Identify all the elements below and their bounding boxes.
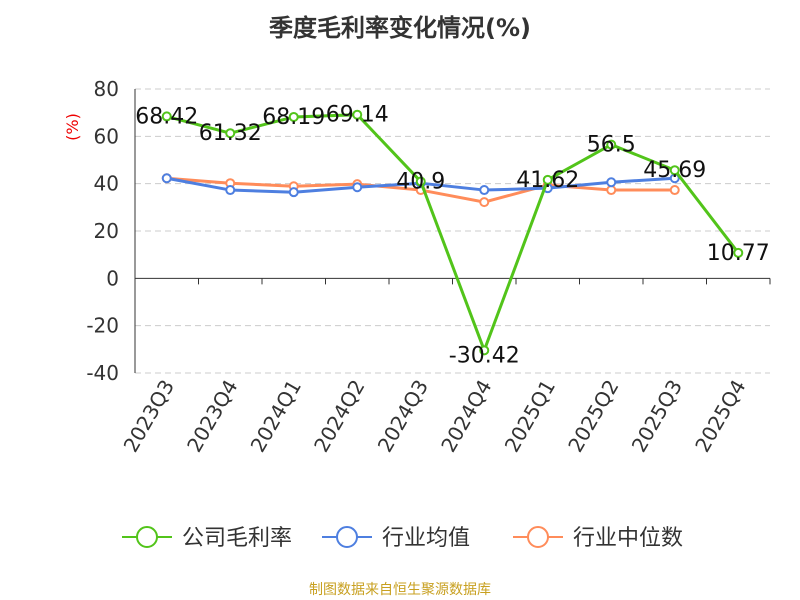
- data-point: [161, 111, 172, 122]
- legend-marker: [136, 526, 158, 548]
- data-label: 10.77: [707, 241, 770, 266]
- y-tick-label: 0: [106, 266, 119, 290]
- x-tick-label: 2025Q2: [563, 376, 623, 457]
- data-point: [669, 185, 680, 196]
- series-line-0: [166, 113, 740, 355]
- data-point: [288, 187, 299, 198]
- data-point: [352, 109, 363, 120]
- x-tick-label: 2025Q3: [627, 376, 687, 457]
- y-axis-label: (%): [63, 113, 82, 141]
- data-point: [669, 165, 680, 176]
- data-point: [479, 185, 490, 196]
- data-point: [415, 176, 426, 187]
- x-tick-label: 2025Q1: [500, 376, 560, 457]
- data-label: 69.14: [326, 103, 389, 128]
- x-tick-label: 2024Q1: [246, 376, 306, 457]
- data-label: -30.42: [449, 343, 520, 368]
- x-tick-label: 2024Q4: [436, 376, 496, 457]
- y-tick-label: -40: [86, 361, 119, 385]
- legend-label: 公司毛利率: [182, 526, 292, 551]
- data-point: [479, 197, 490, 208]
- x-tick-label: 2023Q4: [182, 376, 242, 457]
- data-point: [225, 128, 236, 139]
- data-label: 68.19: [262, 105, 325, 130]
- data-label: 40.9: [396, 170, 445, 195]
- data-label: 45.69: [643, 158, 706, 183]
- data-point: [542, 174, 553, 185]
- data-point: [288, 111, 299, 122]
- y-tick-label: 80: [94, 77, 119, 101]
- data-label: 61.32: [199, 121, 262, 146]
- data-label: 41.62: [516, 168, 579, 193]
- data-point: [606, 177, 617, 188]
- y-tick-label: 40: [94, 172, 119, 196]
- data-label: 68.42: [135, 104, 198, 129]
- legend-marker: [336, 526, 358, 548]
- y-tick-label: 20: [94, 219, 119, 243]
- x-tick-label: 2024Q3: [373, 376, 433, 457]
- data-source-note: 制图数据来自恒生聚源数据库: [309, 582, 491, 598]
- legend-label: 行业均值: [382, 526, 470, 551]
- y-tick-label: 60: [94, 124, 119, 148]
- x-tick-label: 2023Q3: [119, 376, 179, 457]
- data-point: [161, 173, 172, 184]
- data-point: [733, 247, 744, 258]
- data-point: [225, 185, 236, 196]
- data-point: [606, 185, 617, 196]
- data-point: [352, 182, 363, 193]
- legend-marker: [527, 526, 549, 548]
- data-point: [606, 139, 617, 150]
- data-point: [479, 345, 490, 356]
- x-tick-label: 2024Q2: [309, 376, 369, 457]
- x-tick-label: 2025Q4: [690, 376, 750, 457]
- data-label: 56.5: [587, 133, 636, 158]
- legend-label: 行业中位数: [573, 526, 683, 551]
- chart-title: 季度毛利率变化情况(%): [269, 14, 531, 42]
- y-tick-label: -20: [86, 314, 119, 338]
